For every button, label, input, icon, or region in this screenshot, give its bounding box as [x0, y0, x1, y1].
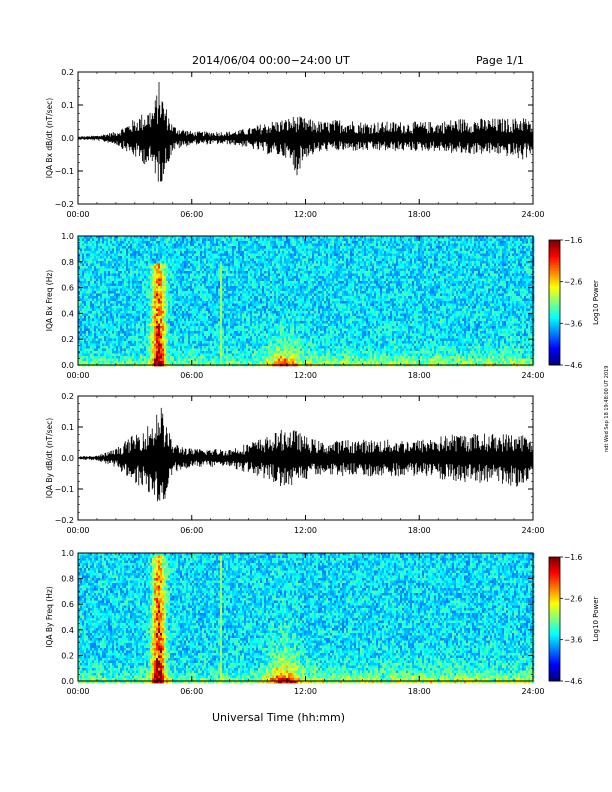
- panel-1: 00:00 06:00 12:00 18:00 24:00 0.2 0.1 0.0 −0.1 −0…: [45, 68, 545, 219]
- series-trace: [78, 82, 533, 182]
- x-tick-label: 12:00: [294, 210, 317, 219]
- x-tick-label: 06:00: [180, 210, 203, 219]
- y-tick-label: −0.2: [55, 200, 74, 209]
- y-axis-label: IQA Bx dB/dt (nT/sec): [45, 98, 54, 179]
- y-tick-label: 0.1: [61, 101, 74, 110]
- x-tick-label: 18:00: [408, 210, 431, 219]
- y-tick-label: 0.0: [61, 134, 74, 143]
- x-tick-label: 00:00: [66, 210, 89, 219]
- figure-canvas: 00:00 06:00 12:00 18:00 24:00 0.2 0.1 0.0 −0.1 −0…: [0, 0, 612, 792]
- y-tick-label: −0.1: [55, 167, 74, 176]
- x-tick-label: 24:00: [521, 210, 544, 219]
- y-tick-label: 0.2: [61, 68, 74, 77]
